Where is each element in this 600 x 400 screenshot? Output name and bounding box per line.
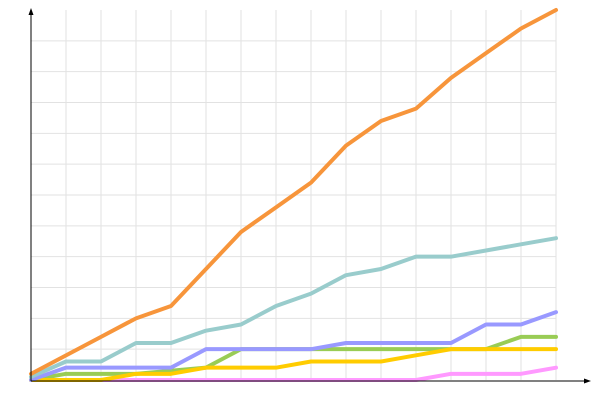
line-series (29, 365, 558, 382)
plot (29, 8, 558, 382)
x-axis-arrow (584, 378, 591, 384)
line-series (29, 310, 558, 382)
y-axis-arrow (28, 8, 34, 15)
line-series (29, 8, 558, 376)
line-series (29, 236, 558, 379)
line-series (29, 347, 558, 382)
